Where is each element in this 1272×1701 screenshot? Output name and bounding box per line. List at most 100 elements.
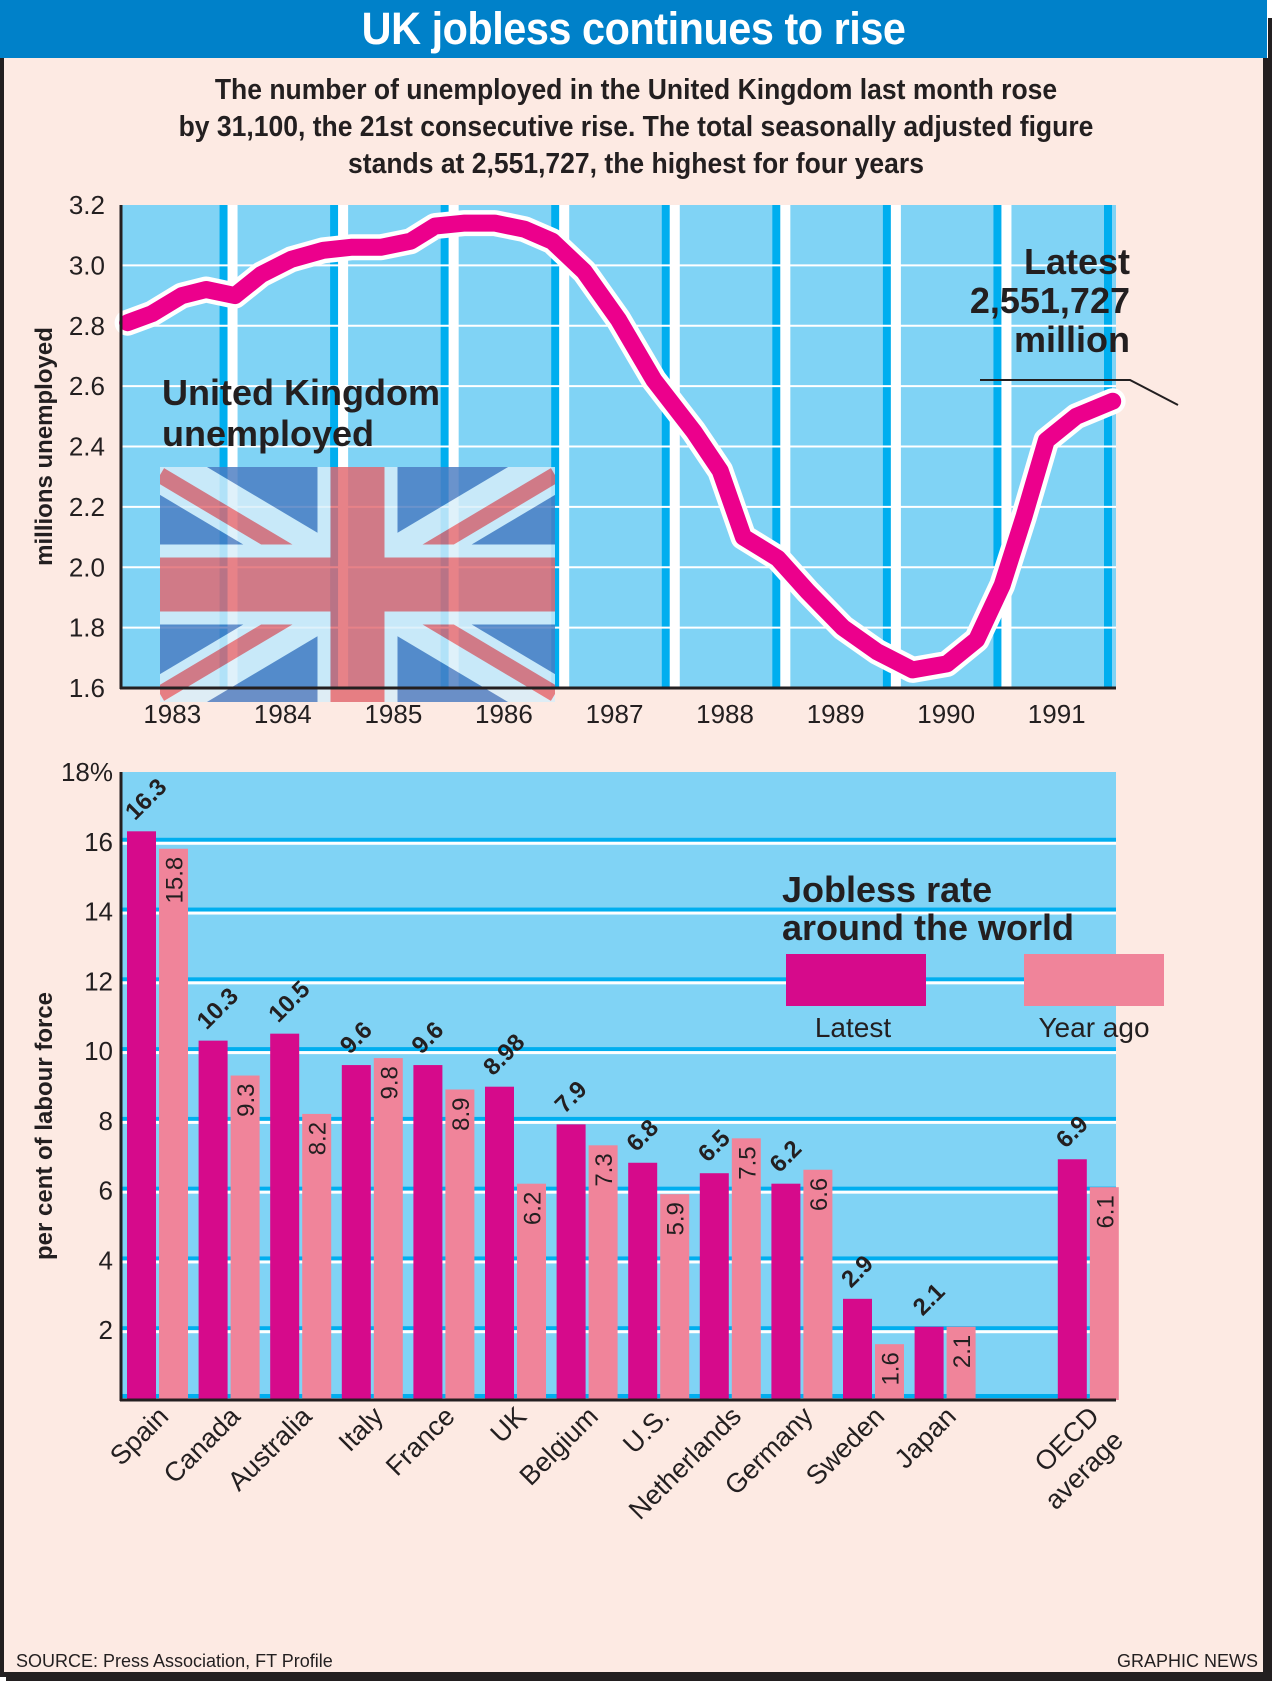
bar-year-ago [445,1089,475,1400]
x-tick-label: 1985 [364,699,422,729]
y-tick-label: 1.8 [69,613,105,643]
legend: Jobless rate around the world Latest Yea… [782,869,1164,1043]
gridline-white [121,981,1116,985]
annotation-line: Latest [1024,241,1130,282]
gridline [121,977,1116,982]
bar-year-ago [373,1058,403,1400]
bar-year-ago [946,1326,976,1400]
bar-chart-y-label: per cent of labour force [31,992,58,1260]
gridline-white [121,1051,1116,1055]
bar-latest [843,1298,872,1400]
bar-chart-bars [127,831,1119,1400]
value-label-year-ago: 6.6 [806,1178,833,1211]
legend-swatch-year-ago [1024,954,1164,1006]
title-bar: UK jobless continues to rise [0,0,1267,58]
bar-year-ago [1089,1187,1119,1400]
bar-year-ago [159,848,188,1400]
x-tick-label: 1983 [143,699,201,729]
bar-latest [1057,1159,1087,1400]
value-label-year-ago: 6.2 [520,1192,547,1225]
gridline-white [121,1190,1116,1194]
bar-year-ago [230,1075,260,1400]
gridline-white [121,1330,1116,1334]
y-tick-label: 6 [99,1176,113,1206]
gridline [121,1047,1116,1052]
bar-year-ago [660,1194,690,1400]
category-label: U.S. [617,1401,675,1459]
subtitle: The number of unemployed in the United K… [0,72,1272,183]
category-label: UK [485,1401,533,1449]
y-tick-label: 2.0 [69,552,105,582]
bar-year-ago [803,1169,833,1400]
gridline [121,1186,1116,1191]
source-credit: SOURCE: Press Association, FT Profile [16,1651,333,1671]
category-label: Belgium [514,1401,604,1491]
category-label: France [380,1401,461,1482]
bar-year-ago [731,1138,761,1400]
legend-label-latest: Latest [815,1012,891,1043]
y-tick-label: 4 [99,1245,113,1275]
y-tick-label: 2.2 [69,492,105,522]
subtitle-line: by 31,100, the 21st consecutive rise. Th… [178,111,1094,143]
x-tick-label: 1984 [254,699,312,729]
value-label-year-ago: 8.2 [305,1122,332,1155]
value-label-year-ago: 7.3 [591,1153,618,1186]
bar-chart-title: around the world [782,907,1074,948]
gridline-white [121,841,1116,845]
bar-latest [413,1065,443,1400]
line-chart-x-ticks: 1983 1984 1985 1986 1987 1988 1989 1990 1991 [143,699,1085,729]
bar-latest [341,1065,371,1400]
unemployment-line [119,214,1122,679]
value-label-year-ago: 2.1 [949,1335,976,1368]
bar-year-ago [302,1113,332,1400]
x-tick-label: 1990 [917,699,975,729]
bar-chart-gridlines [121,837,1116,1398]
value-label-year-ago: 5.9 [663,1202,690,1235]
bar-latest [127,831,156,1400]
line-chart-y-label: millions unemployed [31,327,58,566]
y-tick-label: 18% [61,757,113,787]
value-label-year-ago: 8.9 [448,1097,475,1130]
gridline [121,907,1116,912]
publisher-credit: GRAPHIC NEWS [1117,1651,1258,1671]
bar-year-ago [517,1183,546,1400]
bar-year-ago [588,1145,618,1400]
category-label: Sweden [800,1401,890,1491]
latest-annotation: Latest 2,551,727 million [970,241,1179,406]
legend-swatch-latest [786,954,926,1006]
bar-latest [556,1124,586,1400]
y-tick-label: 2 [99,1315,113,1345]
annotation-line: 2,551,727 [970,280,1130,321]
category-label: Japan [889,1401,962,1474]
x-tick-label: 1991 [1028,699,1086,729]
y-tick-label: 12 [84,966,113,996]
bar-year-ago [875,1344,904,1400]
value-label-year-ago: 6.1 [1092,1195,1119,1228]
gridline [121,837,1116,842]
gridline [121,1256,1116,1261]
union-flag-image [160,467,555,702]
bar-latest [270,1033,300,1400]
bar-latest [699,1173,729,1400]
x-tick-label: 1987 [586,699,644,729]
line-chart-title: unemployed [162,413,374,454]
bar-latest [771,1183,801,1400]
x-tick-label: 1986 [475,699,533,729]
gridline-white [121,1120,1116,1124]
bar-latest [914,1326,944,1400]
annotation-leader-line [980,379,1179,406]
bar-latest [198,1040,228,1400]
gridline [121,1116,1116,1121]
y-tick-label: 3.2 [69,190,105,220]
y-tick-label: 1.6 [69,673,105,703]
y-tick-label: 16 [84,827,113,857]
gridline [121,1326,1116,1331]
legend-label-year-ago: Year ago [1038,1012,1149,1043]
y-tick-label: 2.6 [69,371,105,401]
line-chart-title: United Kingdom [162,372,440,413]
y-tick-label: 3.0 [69,250,105,280]
page-title: UK jobless continues to rise [361,3,906,54]
bar-chart-title: Jobless rate [782,869,992,910]
